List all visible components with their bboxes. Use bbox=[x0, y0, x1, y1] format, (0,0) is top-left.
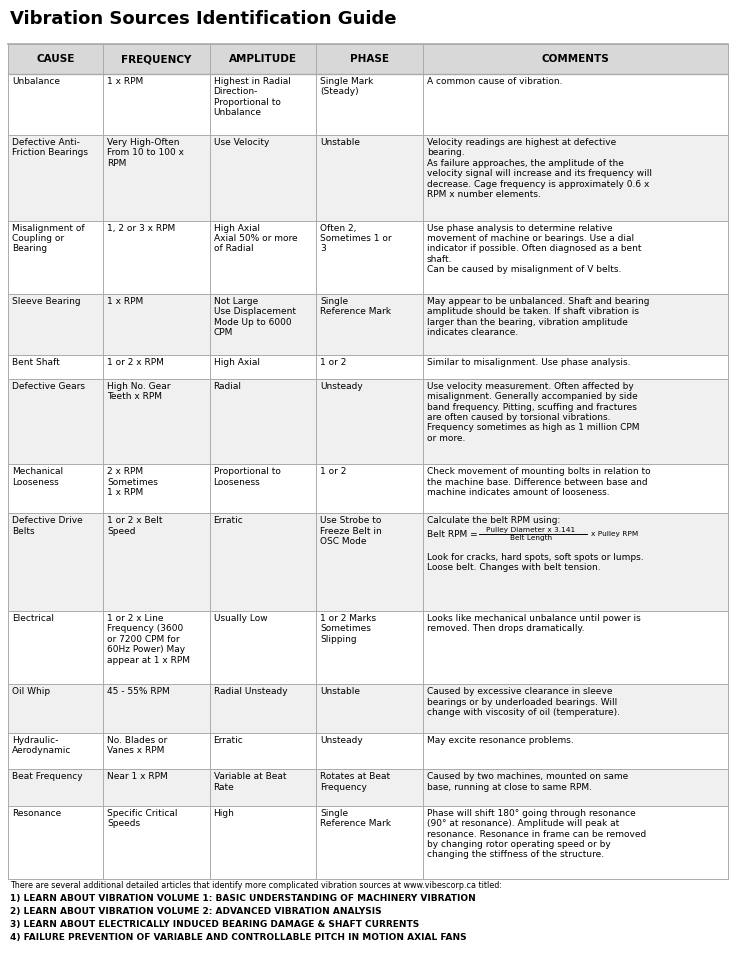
Text: Look for cracks, hard spots, soft spots or lumps.
Loose belt. Changes with belt : Look for cracks, hard spots, soft spots … bbox=[427, 553, 643, 572]
Text: Use velocity measurement. Often affected by
misalignment. Generally accompanied : Use velocity measurement. Often affected… bbox=[427, 382, 640, 443]
Text: Hydraulic-
Aerodynamic: Hydraulic- Aerodynamic bbox=[12, 736, 71, 756]
Text: Unstable: Unstable bbox=[320, 138, 360, 147]
Text: Belt RPM =: Belt RPM = bbox=[427, 530, 478, 538]
Bar bbox=[8, 74, 728, 135]
Text: Unbalance: Unbalance bbox=[12, 77, 60, 86]
Text: Calculate the belt RPM using:: Calculate the belt RPM using: bbox=[427, 516, 560, 525]
Text: Very High-Often
From 10 to 100 x
RPM: Very High-Often From 10 to 100 x RPM bbox=[107, 138, 184, 168]
Text: Usually Low: Usually Low bbox=[213, 614, 267, 623]
Text: Proportional to
Looseness: Proportional to Looseness bbox=[213, 467, 280, 487]
Text: 2) LEARN ABOUT VIBRATION VOLUME 2: ADVANCED VIBRATION ANALYSIS: 2) LEARN ABOUT VIBRATION VOLUME 2: ADVAN… bbox=[10, 907, 382, 916]
Bar bbox=[8, 221, 728, 294]
Text: Variable at Beat
Rate: Variable at Beat Rate bbox=[213, 772, 286, 791]
Text: Often 2,
Sometimes 1 or
3: Often 2, Sometimes 1 or 3 bbox=[320, 224, 392, 254]
Text: Use Velocity: Use Velocity bbox=[213, 138, 269, 147]
Text: Defective Anti-
Friction Bearings: Defective Anti- Friction Bearings bbox=[12, 138, 88, 157]
Text: 1 x RPM: 1 x RPM bbox=[107, 297, 144, 306]
Bar bbox=[8, 733, 728, 769]
Text: Single
Reference Mark: Single Reference Mark bbox=[320, 297, 391, 317]
Text: Electrical: Electrical bbox=[12, 614, 54, 623]
Bar bbox=[8, 611, 728, 684]
Text: PHASE: PHASE bbox=[350, 54, 389, 64]
Text: Unstable: Unstable bbox=[320, 687, 360, 697]
Text: 1 or 2 x Line
Frequency (3600
or 7200 CPM for
60Hz Power) May
appear at 1 x RPM: 1 or 2 x Line Frequency (3600 or 7200 CP… bbox=[107, 614, 190, 665]
Text: May excite resonance problems.: May excite resonance problems. bbox=[427, 736, 573, 745]
Bar bbox=[8, 806, 728, 879]
Text: Unsteady: Unsteady bbox=[320, 736, 363, 745]
Text: Near 1 x RPM: Near 1 x RPM bbox=[107, 772, 168, 782]
Text: 1 or 2: 1 or 2 bbox=[320, 467, 347, 477]
Bar bbox=[8, 464, 728, 513]
Text: Sleeve Bearing: Sleeve Bearing bbox=[12, 297, 81, 306]
Text: FREQUENCY: FREQUENCY bbox=[121, 54, 191, 64]
Text: May appear to be unbalanced. Shaft and bearing
amplitude should be taken. If sha: May appear to be unbalanced. Shaft and b… bbox=[427, 297, 649, 337]
Text: 1 or 2 x Belt
Speed: 1 or 2 x Belt Speed bbox=[107, 516, 163, 536]
Text: 4) FAILURE PREVENTION OF VARIABLE AND CONTROLLABLE PITCH IN MOTION AXIAL FANS: 4) FAILURE PREVENTION OF VARIABLE AND CO… bbox=[10, 933, 467, 942]
Text: Oil Whip: Oil Whip bbox=[12, 687, 50, 697]
Text: Misalignment of
Coupling or
Bearing: Misalignment of Coupling or Bearing bbox=[12, 224, 85, 254]
Text: No. Blades or
Vanes x RPM: No. Blades or Vanes x RPM bbox=[107, 736, 167, 756]
Text: Pulley Diameter x 3.141: Pulley Diameter x 3.141 bbox=[486, 527, 576, 533]
Text: Defective Drive
Belts: Defective Drive Belts bbox=[12, 516, 82, 536]
Text: Caused by two machines, mounted on same
base, running at close to same RPM.: Caused by two machines, mounted on same … bbox=[427, 772, 628, 791]
Bar bbox=[8, 355, 728, 379]
Text: Belt Length: Belt Length bbox=[509, 535, 552, 541]
Text: Radial Unsteady: Radial Unsteady bbox=[213, 687, 287, 697]
Bar bbox=[8, 769, 728, 806]
Text: 1, 2 or 3 x RPM: 1, 2 or 3 x RPM bbox=[107, 224, 175, 233]
Text: Specific Critical
Speeds: Specific Critical Speeds bbox=[107, 809, 177, 828]
Text: 1 or 2: 1 or 2 bbox=[320, 358, 347, 367]
Text: Single
Reference Mark: Single Reference Mark bbox=[320, 809, 391, 828]
Text: Vibration Sources Identification Guide: Vibration Sources Identification Guide bbox=[10, 10, 397, 28]
Text: High: High bbox=[213, 809, 235, 817]
Text: COMMENTS: COMMENTS bbox=[542, 54, 609, 64]
Text: Erratic: Erratic bbox=[213, 516, 244, 525]
Text: AMPLITUDE: AMPLITUDE bbox=[229, 54, 297, 64]
Text: High Axial
Axial 50% or more
of Radial: High Axial Axial 50% or more of Radial bbox=[213, 224, 297, 254]
Text: Highest in Radial
Direction-
Proportional to
Unbalance: Highest in Radial Direction- Proportiona… bbox=[213, 77, 291, 117]
Text: Use Strobe to
Freeze Belt in
OSC Mode: Use Strobe to Freeze Belt in OSC Mode bbox=[320, 516, 382, 546]
Text: Rotates at Beat
Frequency: Rotates at Beat Frequency bbox=[320, 772, 390, 791]
Text: 1) LEARN ABOUT VIBRATION VOLUME 1: BASIC UNDERSTANDING OF MACHINERY VIBRATION: 1) LEARN ABOUT VIBRATION VOLUME 1: BASIC… bbox=[10, 894, 475, 903]
Bar bbox=[8, 513, 728, 611]
Text: Resonance: Resonance bbox=[12, 809, 61, 817]
Text: Caused by excessive clearance in sleeve
bearings or by underloaded bearings. Wil: Caused by excessive clearance in sleeve … bbox=[427, 687, 620, 717]
Text: 1 x RPM: 1 x RPM bbox=[107, 77, 144, 86]
Text: x Pulley RPM: x Pulley RPM bbox=[591, 531, 638, 537]
Text: 1 or 2 Marks
Sometimes
Slipping: 1 or 2 Marks Sometimes Slipping bbox=[320, 614, 376, 644]
Text: A common cause of vibration.: A common cause of vibration. bbox=[427, 77, 562, 86]
Bar bbox=[8, 135, 728, 221]
Text: High No. Gear
Teeth x RPM: High No. Gear Teeth x RPM bbox=[107, 382, 171, 401]
Bar bbox=[8, 44, 728, 74]
Bar bbox=[8, 294, 728, 355]
Bar bbox=[8, 684, 728, 733]
Text: Phase will shift 180° going through resonance
(90° at resonance). Amplitude will: Phase will shift 180° going through reso… bbox=[427, 809, 646, 859]
Text: 3) LEARN ABOUT ELECTRICALLY INDUCED BEARING DAMAGE & SHAFT CURRENTS: 3) LEARN ABOUT ELECTRICALLY INDUCED BEAR… bbox=[10, 920, 420, 929]
Text: Looks like mechanical unbalance until power is
removed. Then drops dramatically.: Looks like mechanical unbalance until po… bbox=[427, 614, 640, 633]
Text: 2 x RPM
Sometimes
1 x RPM: 2 x RPM Sometimes 1 x RPM bbox=[107, 467, 158, 497]
Text: Defective Gears: Defective Gears bbox=[12, 382, 85, 391]
Text: Bent Shaft: Bent Shaft bbox=[12, 358, 60, 367]
Text: Single Mark
(Steady): Single Mark (Steady) bbox=[320, 77, 373, 96]
Text: 45 - 55% RPM: 45 - 55% RPM bbox=[107, 687, 170, 697]
Text: Similar to misalignment. Use phase analysis.: Similar to misalignment. Use phase analy… bbox=[427, 358, 630, 367]
Text: Unsteady: Unsteady bbox=[320, 382, 363, 391]
Text: Mechanical
Looseness: Mechanical Looseness bbox=[12, 467, 63, 487]
Text: There are several additional detailed articles that identify more complicated vi: There are several additional detailed ar… bbox=[10, 881, 502, 890]
Text: CAUSE: CAUSE bbox=[36, 54, 75, 64]
Text: Check movement of mounting bolts in relation to
the machine base. Difference bet: Check movement of mounting bolts in rela… bbox=[427, 467, 651, 497]
Text: Radial: Radial bbox=[213, 382, 241, 391]
Text: 1 or 2 x RPM: 1 or 2 x RPM bbox=[107, 358, 164, 367]
Text: Not Large
Use Displacement
Mode Up to 6000
CPM: Not Large Use Displacement Mode Up to 60… bbox=[213, 297, 296, 337]
Text: Beat Frequency: Beat Frequency bbox=[12, 772, 82, 782]
Text: Use phase analysis to determine relative
movement of machine or bearings. Use a : Use phase analysis to determine relative… bbox=[427, 224, 641, 274]
Text: Velocity readings are highest at defective
bearing.
As failure approaches, the a: Velocity readings are highest at defecti… bbox=[427, 138, 651, 199]
Text: Erratic: Erratic bbox=[213, 736, 244, 745]
Text: High Axial: High Axial bbox=[213, 358, 260, 367]
Bar bbox=[8, 379, 728, 464]
